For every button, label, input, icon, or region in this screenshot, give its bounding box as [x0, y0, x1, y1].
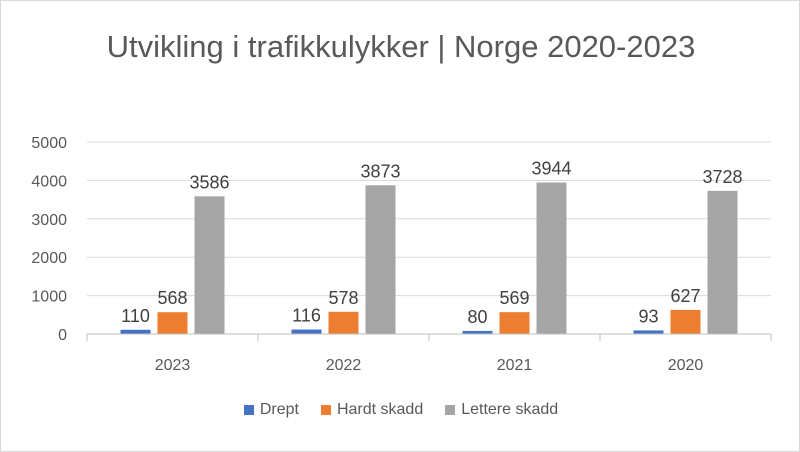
- y-axis-ticks: 0 1000 2000 3000 4000 5000: [31, 135, 67, 344]
- bar: [365, 185, 396, 334]
- bar: [536, 182, 567, 334]
- legend-item: Drept: [243, 401, 299, 419]
- bar-chart: 0 1000 2000 3000 4000 5000 110 568 3586 116 578 38…: [31, 135, 772, 374]
- y-tick-label: 2000: [31, 250, 67, 267]
- data-label: 3586: [189, 172, 229, 192]
- data-label: 93: [638, 306, 658, 326]
- y-tick-label: 3000: [31, 212, 67, 229]
- legend-swatch: [445, 405, 456, 415]
- chart-title: Utvikling i trafikkulykker | Norge 2020-…: [106, 29, 696, 64]
- bar: [194, 196, 225, 334]
- data-label: 3728: [702, 167, 742, 187]
- data-label: 578: [328, 288, 358, 308]
- bar: [633, 330, 664, 334]
- legend: Drept Hardt skadd Lettere skadd: [1, 401, 800, 419]
- bar: [462, 330, 493, 334]
- y-tick-label: 1000: [31, 289, 67, 306]
- bar: [707, 190, 738, 334]
- legend-label: Lettere skadd: [461, 401, 559, 418]
- x-tick-label: 2020: [668, 357, 704, 374]
- legend-swatch: [243, 405, 254, 415]
- bars: [120, 182, 738, 334]
- x-tick-label: 2023: [155, 357, 191, 374]
- legend-swatch: [320, 405, 331, 415]
- x-tick-label: 2021: [497, 357, 533, 374]
- data-label: 568: [157, 288, 187, 308]
- gridlines: [87, 141, 771, 297]
- y-tick-label: 0: [58, 327, 67, 344]
- bar: [328, 311, 359, 334]
- data-label: 627: [670, 286, 700, 306]
- data-label: 80: [467, 307, 487, 327]
- data-labels: 110 568 3586 116 578 3873 80 569 3944 93 627 3728: [121, 159, 742, 327]
- data-label: 110: [121, 306, 150, 326]
- legend-label: Hardt skadd: [336, 401, 424, 418]
- bar: [670, 309, 701, 334]
- bar: [120, 329, 151, 334]
- legend-item: Hardt skadd: [320, 401, 424, 419]
- bar: [499, 312, 530, 334]
- bar: [291, 329, 322, 334]
- data-label: 3944: [531, 159, 571, 179]
- y-tick-label: 5000: [31, 135, 67, 152]
- x-tick-label: 2022: [326, 357, 362, 374]
- data-label: 569: [499, 288, 529, 308]
- data-label: 116: [292, 306, 321, 326]
- legend-item: Lettere skadd: [445, 401, 558, 419]
- x-axis: 2023 2022 2021 2020: [86, 333, 772, 374]
- bar: [157, 312, 188, 334]
- y-tick-label: 4000: [31, 173, 67, 190]
- legend-label: Drept: [259, 401, 299, 418]
- data-label: 3873: [360, 161, 400, 181]
